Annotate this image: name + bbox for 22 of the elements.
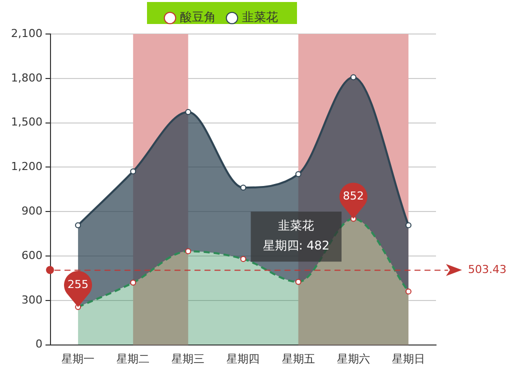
y-tick-label: 0 xyxy=(35,338,42,351)
annotation: 255 xyxy=(68,278,89,291)
x-tick-label: 星期六 xyxy=(336,352,370,366)
y-tick-label: 1,800 xyxy=(10,71,42,84)
annotation: 852 xyxy=(342,190,364,203)
y-tick-label: 2,100 xyxy=(10,26,42,40)
x-tick-label: 星期一 xyxy=(62,352,95,366)
x-tick-label: 星期四 xyxy=(226,352,260,366)
x-tick-label: 星期二 xyxy=(116,352,150,366)
annotation: 星期四: 482 xyxy=(262,238,330,253)
annotation: 韭菜花 xyxy=(278,218,314,233)
x-tick-label: 星期日 xyxy=(392,352,425,366)
x-tick-label: 星期三 xyxy=(172,352,205,366)
y-tick-label: 900 xyxy=(21,204,42,218)
ref-line-label: 503.43 xyxy=(468,263,506,276)
y-tick-label: 1,200 xyxy=(10,160,42,174)
y-tick-label: 1,500 xyxy=(10,116,42,129)
legend-label: 韭菜花 xyxy=(242,10,278,24)
y-tick-label: 600 xyxy=(21,248,42,262)
y-tick-label: 300 xyxy=(21,293,42,306)
x-tick-label: 星期五 xyxy=(282,352,315,366)
legend-label: 酸豆角 xyxy=(180,10,216,24)
